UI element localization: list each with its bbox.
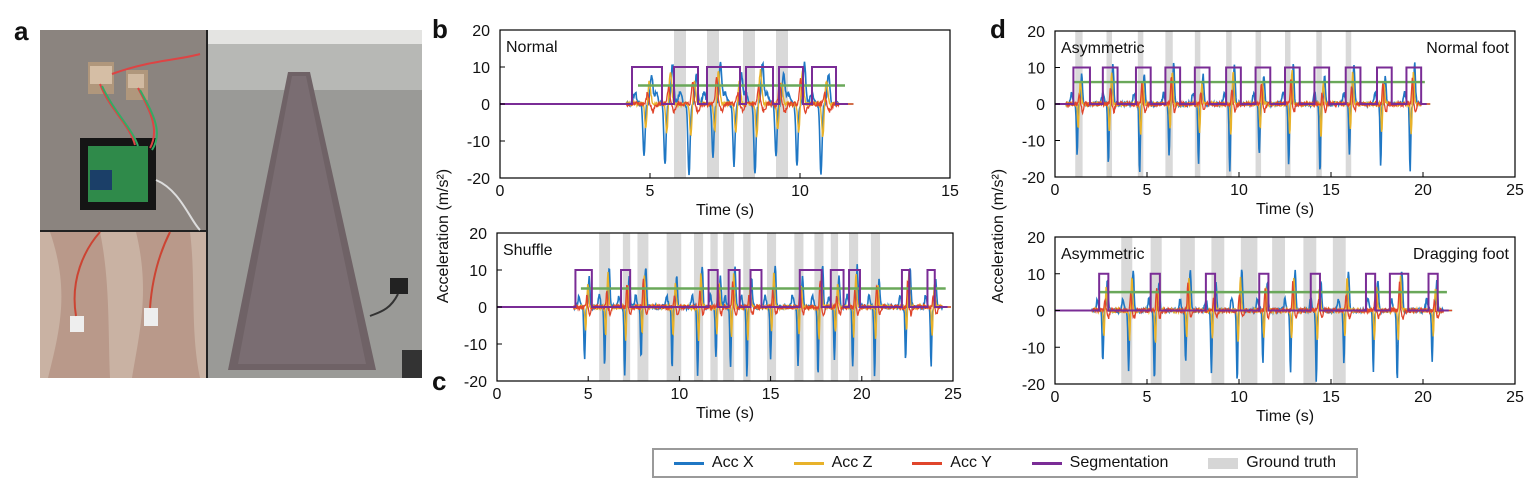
y-tick-label: -10 <box>1022 340 1045 357</box>
y-axis-label: Acceleration (m/s²) <box>435 169 452 303</box>
legend-item-acc-z: Acc Z <box>793 454 873 472</box>
legend-swatch <box>673 461 704 465</box>
y-tick-label: 10 <box>1027 267 1045 284</box>
x-tick-label: 15 <box>762 386 780 403</box>
chart-legend: Acc X Acc Z Acc Y Segmentation Ground tr… <box>652 448 1358 478</box>
x-tick-label: 5 <box>646 183 655 200</box>
plot-area <box>500 30 854 178</box>
x-tick-label: 0 <box>1051 389 1060 406</box>
x-tick-label: 5 <box>584 386 593 403</box>
y-tick-label: -20 <box>467 171 490 188</box>
series-segmentation <box>500 66 848 105</box>
y-tick-label: 20 <box>1027 24 1045 41</box>
y-tick-label: 10 <box>1027 61 1045 78</box>
series-annotation-right: Normal foot <box>1426 40 1509 57</box>
panel-letter-a: a <box>14 16 29 46</box>
plot-area <box>1055 237 1453 384</box>
y-tick-label: -20 <box>1022 377 1045 394</box>
y-tick-label: 0 <box>478 300 487 317</box>
plot-area <box>497 233 951 381</box>
series-segmentation <box>1055 272 1449 312</box>
y-tick-label: 20 <box>469 226 487 243</box>
chart-d_bottom: 0 5 10 15 20 25 20 10 0 -10 -20 Time (s) Asymmetric D… <box>1022 230 1524 425</box>
ankle-sensor-right <box>144 308 158 326</box>
y-tick-label: 0 <box>481 97 490 114</box>
legend-item-ground-truth: Ground truth <box>1208 454 1336 472</box>
x-tick-label: 15 <box>1322 389 1340 406</box>
x-tick-label: 25 <box>944 386 962 403</box>
x-tick-label: 5 <box>1143 182 1152 199</box>
y-tick-label: 10 <box>472 60 490 77</box>
y-axis-label: Acceleration (m/s²) <box>990 169 1007 303</box>
x-tick-label: 0 <box>1051 182 1060 199</box>
series-annotation: Asymmetric <box>1061 40 1145 57</box>
legend-item-acc-y: Acc Y <box>912 454 992 472</box>
x-axis-label: Time (s) <box>696 202 754 219</box>
panel-letter-b: b <box>432 14 448 44</box>
series-segmentation <box>1055 66 1427 105</box>
series-segmentation <box>497 269 948 308</box>
x-tick-label: 0 <box>496 183 505 200</box>
y-tick-label: 0 <box>1036 304 1045 321</box>
x-tick-label: 10 <box>1230 389 1248 406</box>
y-tick-label: -20 <box>464 374 487 391</box>
x-tick-label: 15 <box>941 183 959 200</box>
ground-truth-band <box>1137 31 1144 177</box>
series-annotation: Shuffle <box>503 242 553 259</box>
series-annotation: Normal <box>506 39 558 56</box>
legend-label: Ground truth <box>1246 454 1337 471</box>
x-tick-label: 5 <box>1143 389 1152 406</box>
x-tick-label: 10 <box>1230 182 1248 199</box>
series-annotation: Asymmetric <box>1061 246 1145 263</box>
x-axis-label: Time (s) <box>696 405 754 422</box>
y-tick-label: 10 <box>469 263 487 280</box>
x-axis-label: Time (s) <box>1256 408 1314 425</box>
panel-letter-d: d <box>990 14 1006 44</box>
legend-swatch <box>912 461 943 465</box>
y-tick-label: 0 <box>1036 97 1045 114</box>
plot-area <box>1055 31 1431 177</box>
x-tick-label: 20 <box>1414 389 1432 406</box>
x-tick-label: 25 <box>1506 389 1524 406</box>
legend-swatch <box>1208 457 1239 469</box>
legend-label: Acc Y <box>950 454 992 471</box>
chart-b: 0 5 10 15 20 10 0 -10 -20 Time (s) Acceleration (m… <box>435 23 959 303</box>
x-tick-label: 20 <box>1414 182 1432 199</box>
legend-label: Acc Z <box>831 454 873 471</box>
y-tick-label: 20 <box>472 23 490 40</box>
setup-photograph <box>40 30 422 378</box>
x-tick-label: 10 <box>791 183 809 200</box>
chart-d_top: 0 5 10 15 20 25 20 10 0 -10 -20 Time (s) Acceleratio… <box>990 24 1524 303</box>
x-axis-label: Time (s) <box>1256 201 1314 218</box>
legend-label: Acc X <box>711 454 754 471</box>
legend-item-acc-x: Acc X <box>673 454 754 472</box>
y-tick-label: -10 <box>467 134 490 151</box>
ankle-sensor-left <box>70 316 84 332</box>
series-annotation-right: Dragging foot <box>1413 246 1510 263</box>
y-tick-label: 20 <box>1027 230 1045 247</box>
legend-label: Segmentation <box>1069 454 1169 471</box>
x-tick-label: 10 <box>671 386 689 403</box>
chart-c: 0 5 10 15 20 25 20 10 0 -10 -20 Time (s) Shuffle <box>464 226 962 422</box>
x-tick-label: 25 <box>1506 182 1524 199</box>
legend-item-segmentation: Segmentation <box>1031 454 1169 472</box>
x-tick-label: 15 <box>1322 182 1340 199</box>
panel-letter-c: c <box>432 366 447 396</box>
y-tick-label: -10 <box>1022 134 1045 151</box>
x-tick-label: 20 <box>853 386 871 403</box>
y-tick-label: -10 <box>464 337 487 354</box>
legend-swatch <box>793 461 824 465</box>
legend-swatch <box>1031 461 1062 465</box>
x-tick-label: 0 <box>493 386 502 403</box>
y-tick-label: -20 <box>1022 170 1045 187</box>
